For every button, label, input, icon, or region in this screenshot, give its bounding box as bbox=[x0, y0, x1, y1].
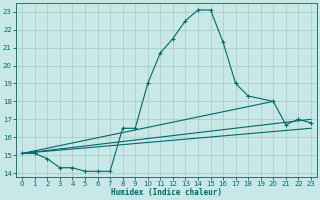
X-axis label: Humidex (Indice chaleur): Humidex (Indice chaleur) bbox=[111, 188, 222, 197]
